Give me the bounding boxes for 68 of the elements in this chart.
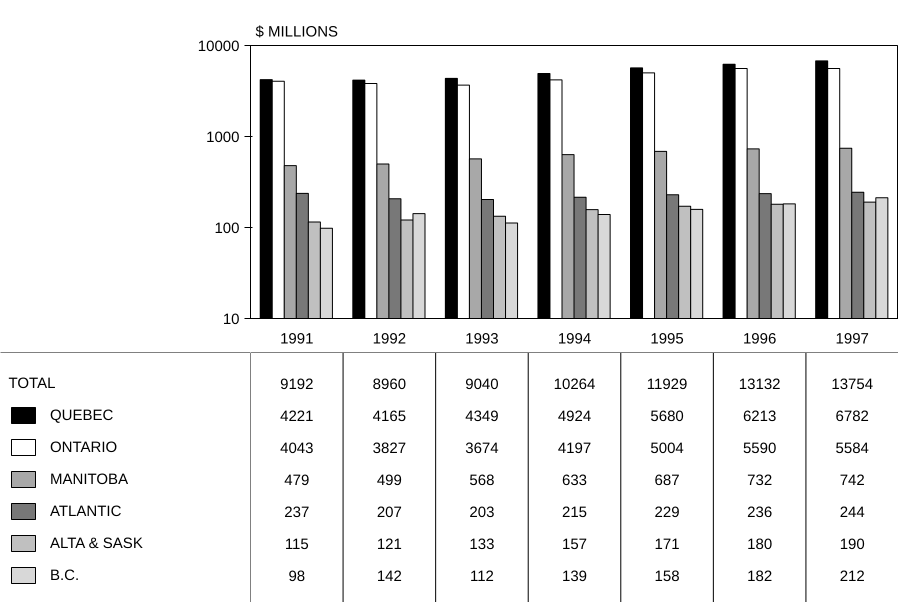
legend-label: QUEBEC xyxy=(50,406,114,425)
y-tick-label: 10 xyxy=(222,311,240,328)
y-tick-label: 10000 xyxy=(198,38,240,55)
x-tick-label: 1993 xyxy=(465,330,499,348)
data-label: 742 xyxy=(840,472,865,489)
text: 8960 xyxy=(372,376,406,393)
text: 9192 xyxy=(280,376,314,393)
x-tick-label: 1995 xyxy=(650,330,684,348)
data-label: 5590 xyxy=(742,440,776,457)
y-tick-label: 100 xyxy=(214,220,240,237)
data-label: 139 xyxy=(562,568,588,585)
text: 10264 xyxy=(554,376,596,393)
data-label: 4349 xyxy=(465,408,499,425)
legend-label: ONTARIO xyxy=(50,438,118,457)
legend-label: B.C. xyxy=(50,566,80,585)
data-label: 499 xyxy=(376,472,402,489)
data-label: 5584 xyxy=(836,440,869,457)
text: 13132 xyxy=(738,376,781,393)
data-label: 121 xyxy=(376,536,402,553)
data-label: 207 xyxy=(376,504,402,521)
data-label: 237 xyxy=(284,504,310,521)
data-label: 687 xyxy=(654,472,680,489)
text: 13754 xyxy=(831,376,874,393)
text: TOTAL xyxy=(8,375,56,392)
data-label: 3674 xyxy=(465,440,499,457)
data-label: 244 xyxy=(840,504,865,521)
x-tick-label: 1992 xyxy=(372,330,406,348)
data-label: 182 xyxy=(747,568,772,585)
data-label: 215 xyxy=(562,504,588,521)
data-label: 4165 xyxy=(372,408,406,425)
data-label: 5680 xyxy=(650,408,684,425)
text: 9040 xyxy=(465,376,499,393)
data-label: 6213 xyxy=(742,408,776,425)
y-tick-label: 1000 xyxy=(206,129,240,146)
data-label: 4924 xyxy=(558,408,592,425)
data-label: 732 xyxy=(747,472,772,489)
data-label: 229 xyxy=(654,504,680,521)
data-label: 633 xyxy=(562,472,588,489)
text: 11929 xyxy=(646,376,688,393)
data-label: 190 xyxy=(840,536,865,553)
x-tick-label: 1997 xyxy=(836,330,869,348)
data-label: 158 xyxy=(654,568,680,585)
legend-label: ALTA & SASK xyxy=(50,534,143,553)
legend-label: MANITOBA xyxy=(50,470,128,489)
data-label: 142 xyxy=(376,568,402,585)
data-label: 180 xyxy=(747,536,772,553)
legend-label: ATLANTIC xyxy=(50,502,122,521)
data-label: 3827 xyxy=(372,440,406,457)
data-label: 6782 xyxy=(836,408,869,425)
data-label: 157 xyxy=(562,536,588,553)
data-label: 203 xyxy=(469,504,494,521)
data-label: 171 xyxy=(654,536,680,553)
data-label: 212 xyxy=(840,568,865,585)
x-tick-label: 1994 xyxy=(558,330,592,348)
data-label: 4043 xyxy=(280,440,314,457)
data-label: 115 xyxy=(284,536,309,553)
data-label: 5004 xyxy=(650,440,684,457)
data-label: 479 xyxy=(284,472,310,489)
y-axis-title: $ MILLIONS xyxy=(256,24,338,40)
data-label: 133 xyxy=(469,536,494,553)
data-label: 98 xyxy=(288,568,306,585)
data-label: 112 xyxy=(470,568,494,585)
x-tick-label: 1991 xyxy=(280,330,314,348)
data-label: 236 xyxy=(747,504,772,521)
data-label: 4221 xyxy=(280,408,314,425)
data-label: 4197 xyxy=(558,440,592,457)
data-label: 568 xyxy=(469,472,494,489)
x-tick-label: 1996 xyxy=(742,330,776,348)
